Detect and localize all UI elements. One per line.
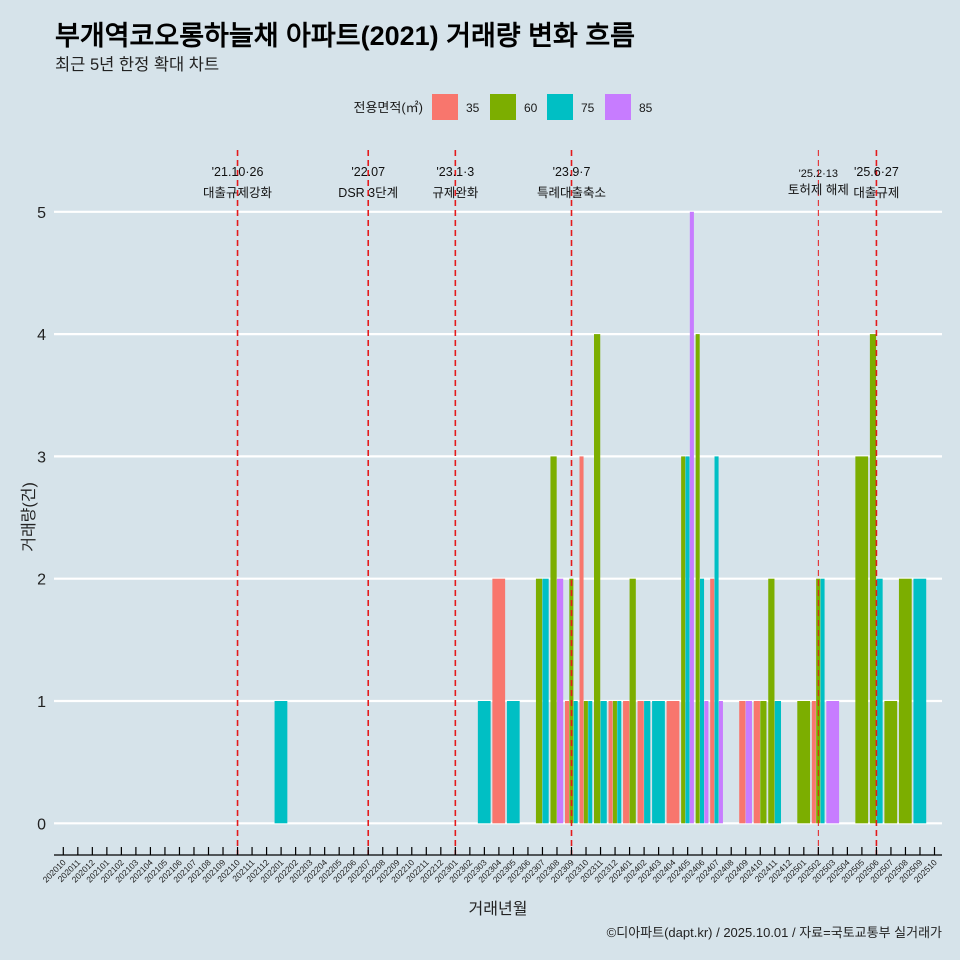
bar-202502-35: [811, 701, 816, 824]
bar-202405-60: [681, 456, 686, 824]
bar-202411-75: [774, 701, 782, 824]
bar-202310-35: [579, 456, 584, 824]
bar-202502-75: [820, 578, 825, 824]
y-tick-label: 0: [37, 816, 46, 833]
bar-202308-60: [550, 456, 557, 824]
y-tick-label: 3: [37, 449, 46, 466]
bar-202410-35: [753, 701, 760, 824]
bar-202312-35: [608, 701, 613, 824]
event-label: 대출규제강화: [203, 186, 273, 200]
event-date: '23.9·7: [553, 165, 591, 179]
bar-202505-60: [855, 456, 869, 824]
bar-202309-75: [573, 701, 578, 824]
y-tick-labels: 0 1 2 3 4 5: [37, 205, 46, 833]
legend-key-35: [432, 94, 458, 120]
bar-202304-35: [492, 578, 506, 824]
chart-title: 부개역코오롱하늘채 아파트(2021) 거래량 변화 흐름: [55, 21, 635, 51]
x-axis-title: 거래년월: [469, 900, 528, 918]
bar-202311-60: [594, 334, 601, 824]
bar-202307-75: [542, 578, 549, 824]
legend-label-85: 85: [639, 101, 653, 115]
bar-202506-60: [869, 334, 877, 824]
bar-202501-60: [797, 701, 811, 824]
bar-202402-35: [637, 701, 644, 824]
bar-202407-75: [714, 456, 719, 824]
bar-202407-35: [710, 578, 715, 824]
bar-202402-75: [644, 701, 651, 824]
bar-202506-75: [876, 578, 883, 824]
legend-label-60: 60: [524, 101, 538, 115]
bar-202411-60: [768, 578, 775, 824]
y-axis-title: 거래량(건): [20, 482, 38, 552]
legend-items: 35 60 75 85: [432, 94, 653, 120]
bar-202401-35: [623, 701, 630, 824]
bar-202405-75: [685, 456, 690, 824]
legend-key-75: [547, 94, 573, 120]
bars: [274, 211, 927, 824]
event-label: 특례대출축소: [537, 186, 606, 200]
bar-202410-60: [760, 701, 767, 824]
y-tick-label: 2: [37, 572, 46, 589]
caption: ©디아파트(dapt.kr) / 2025.10.01 / 자료=국토교통부 실…: [607, 925, 942, 940]
event-lines: '21.10·26 대출규제강화 '22.07 DSR 3단계 '23.1·3 규제완화 '…: [203, 150, 899, 855]
legend-key-60: [490, 94, 516, 120]
bar-202406-75: [700, 578, 705, 824]
event-date: '25.2·13: [799, 168, 838, 180]
bar-202309-35: [564, 701, 570, 824]
bar-202308-85: [556, 578, 564, 824]
event-date: '22.07: [351, 165, 385, 179]
bar-202508-60: [898, 578, 912, 824]
bar-202303-75: [477, 701, 491, 824]
event-label: 대출규제: [853, 186, 899, 200]
event-date: '21.10·26: [212, 165, 264, 179]
bar-202311-75: [600, 701, 607, 824]
bar-202405-85: [689, 211, 694, 824]
y-tick-label: 4: [37, 327, 46, 344]
event-label: 규제완화: [432, 186, 479, 200]
event-label: 토허제 해제: [788, 183, 849, 197]
bar-202507-60: [884, 701, 898, 824]
legend-title: 전용면적(㎡): [354, 100, 424, 115]
event-label: DSR 3단계: [338, 186, 398, 200]
bar-202403-75: [652, 701, 665, 824]
bar-202409-35: [739, 701, 746, 824]
event-date: '25.6·27: [854, 165, 899, 179]
bar-202310-60: [583, 701, 588, 824]
bar-202401-60: [629, 578, 636, 824]
y-tick-label: 5: [37, 205, 46, 222]
bar-202409-85: [745, 701, 752, 824]
legend-label-75: 75: [581, 101, 595, 115]
bar-202509-75: [913, 578, 927, 824]
bar-202312-60: [612, 701, 617, 824]
bar-202305-75: [506, 701, 520, 824]
bar-202307-60: [535, 578, 543, 824]
event-date: '23.1·3: [436, 165, 474, 179]
legend: 전용면적(㎡) 35 60 75 85: [354, 94, 653, 120]
bar-202406-85: [704, 701, 709, 824]
chart-subtitle: 최근 5년 한정 확대 차트: [55, 55, 219, 74]
legend-key-85: [605, 94, 631, 120]
x-ticks: 2020102020112020122021012021022021032021…: [41, 847, 939, 884]
y-tick-label: 1: [37, 694, 46, 711]
bar-202310-75: [588, 701, 593, 824]
bar-202404-35: [666, 701, 680, 824]
legend-label-35: 35: [466, 101, 480, 115]
bar-202407-85: [718, 701, 723, 824]
bar-202503-85: [826, 701, 840, 824]
bar-202406-60: [695, 334, 700, 824]
bar-202312-75: [617, 701, 622, 824]
bar-202201-75: [274, 701, 288, 824]
